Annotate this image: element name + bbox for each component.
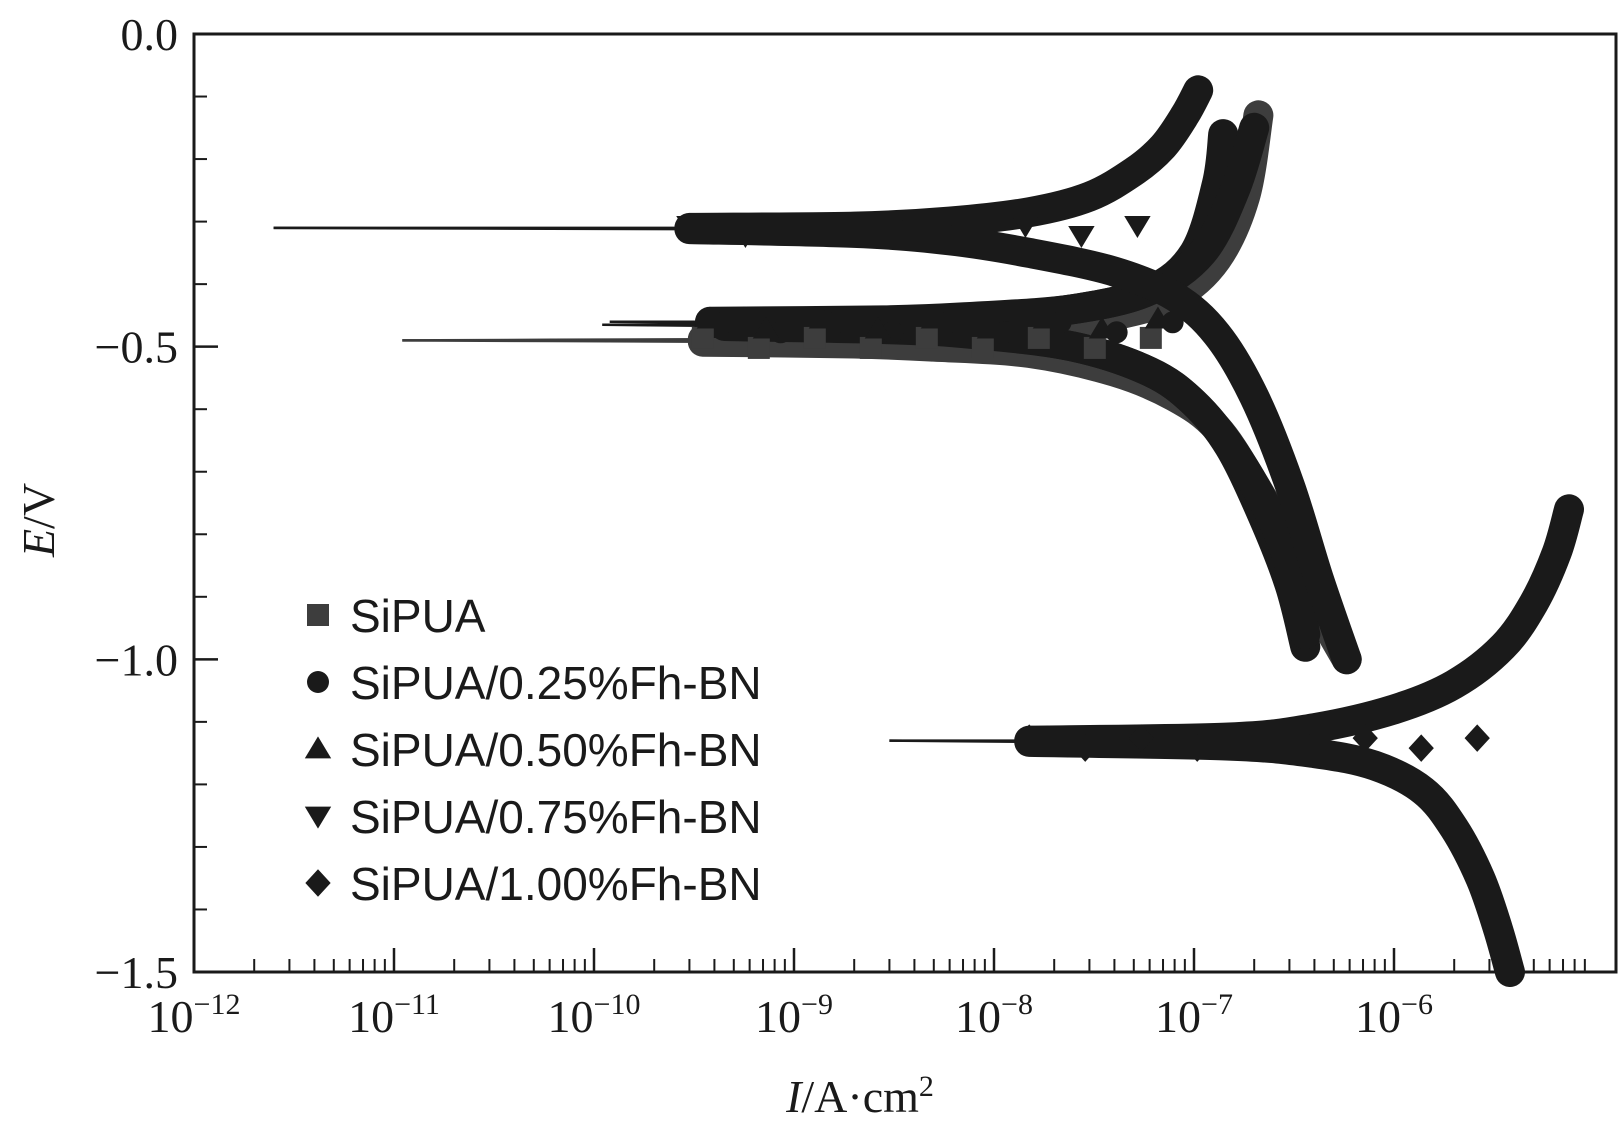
legend-label-sipua-0-50-fh-bn: SiPUA/0.50%Fh-BN [350,724,762,776]
x-tick-exponent: −9 [801,988,833,1021]
x-axis-title-unit: /A·cm [801,1071,919,1122]
sipua-0-75-fh-bn-marker [732,226,759,249]
sipua-0-50-fh-bn-marker [1088,316,1116,339]
x-tick-base: 10 [348,991,394,1042]
sipua-1-00-fh-bn-marker [1016,724,1042,752]
y-axis-title-symbol: E [13,529,64,558]
sipua-0-50-fh-bn-marker [920,306,948,329]
sipua-marker [1139,326,1162,349]
x-tick-label: 10−6 [1355,988,1433,1042]
sipua-0-50-fh-bn-marker [1144,306,1172,329]
x-tick-exponent: −12 [194,988,241,1021]
x-tick-label: 10−8 [955,988,1033,1042]
sipua-1-00-fh-bn-marker [1296,734,1322,762]
x-tick-exponent: −6 [1401,988,1433,1021]
x-axis-title: I/A·cm2 [785,1070,934,1122]
sipua-0-50-fh-bn-marker [1032,306,1060,329]
legend-marker-sipua [307,604,329,626]
sipua-0-75-fh-bn-marker [1068,226,1095,249]
sipua-1-00-fh-bn-marker [1128,724,1154,752]
y-tick-label: −0.5 [95,322,178,373]
x-axis: 10−12 10−11 10−10 10−9 10−8 10−7 10−6 [148,948,1586,1042]
x-tick-base: 10 [955,991,1001,1042]
sipua-0-75-fh-bn-marker [844,226,871,249]
sipua-1-00-fh-bn-marker [1240,724,1266,752]
x-axis-title-exponent: 2 [919,1070,934,1103]
sipua-0-50-fh-bn-marker [976,316,1004,339]
sipua-0-50-fh-bn-marker [808,306,836,329]
legend-marker-sipua-1-00-fh-bn [305,869,331,897]
sipua-1-00-fh-bn-cathodic-curve [1014,726,1525,987]
sipua-0-75-fh-bn-marker [1012,216,1039,239]
x-tick-exponent: −8 [1001,988,1033,1021]
x-tick-exponent: −11 [394,988,440,1021]
sipua-marker [691,326,714,349]
x-tick-base: 10 [148,991,194,1042]
x-tick-base: 10 [548,991,594,1042]
sipua-0-50-fh-bn-marker [864,316,892,339]
legend-label-sipua-0-25-fh-bn: SiPUA/0.25%Fh-BN [350,657,762,709]
sipua-0-50-fh-bn-cathodic-baseline [609,320,711,325]
sipua-0-75-fh-bn-cathodic-baseline [273,226,690,231]
x-tick-base: 10 [1355,991,1401,1042]
series-markers [676,216,1490,762]
sipua-0-75-fh-bn-marker [676,216,703,239]
sipua-marker [747,336,770,359]
legend-marker-sipua-0-50-fh-bn [304,736,332,759]
plot-frame [192,32,1618,974]
sipua-1-00-fh-bn-marker [1408,734,1434,762]
x-tick-exponent: −10 [594,988,641,1021]
sipua-1-00-fh-bn-marker [1184,734,1210,762]
sipua-1-00-fh-bn-marker [1464,724,1490,752]
y-tick-label: −1.0 [95,634,178,685]
sipua-1-00-fh-bn-marker [1352,724,1378,752]
legend-label-sipua-0-75-fh-bn: SiPUA/0.75%Fh-BN [350,791,762,843]
sipua-0-75-fh-bn-marker [956,226,983,249]
y-axis-title: E/V [13,483,64,558]
sipua-marker [971,336,994,359]
sipua-cathodic-baseline [402,339,703,343]
sipua-1-00-fh-bn-cathodic-baseline [889,739,1030,744]
x-tick-label: 10−7 [1155,988,1233,1042]
y-tick-label: −1.5 [95,947,178,998]
sipua-0-75-fh-bn-marker [788,216,815,239]
x-tick-base: 10 [755,991,801,1042]
sipua-0-50-fh-bn-marker [696,306,724,329]
legend-marker-sipua-0-75-fh-bn [304,806,332,829]
x-axis-title-symbol: I [785,1071,804,1122]
sipua-1-00-fh-bn-marker [1072,734,1098,762]
sipua-marker [915,326,938,349]
sipua-0-50-fh-bn-cathodic-curve [695,307,1321,650]
sipua-marker [859,336,882,359]
y-axis: 0.0 −0.5 −1.0 −1.5 [95,9,218,998]
legend: SiPUA SiPUA/0.25%Fh-BN SiPUA/0.50%Fh-BN SiP… [304,590,762,910]
sipua-0-75-fh-bn-cathodic-curve [674,214,1362,675]
sipua-0-50-fh-bn-marker [752,316,780,339]
sipua-marker [803,326,826,349]
sipua-0-75-fh-bn-marker [900,216,927,239]
sipua-0-75-fh-bn-marker [1124,216,1151,239]
x-tick-label: 10−11 [348,988,440,1042]
sipua-marker [1027,326,1050,349]
legend-label-sipua-1-00-fh-bn: SiPUA/1.00%Fh-BN [350,858,762,910]
legend-label-sipua: SiPUA [350,590,486,642]
y-axis-title-unit: /V [13,483,64,529]
x-tick-exponent: −7 [1201,988,1233,1021]
legend-marker-sipua-0-25-fh-bn [307,671,329,693]
sipua-0-75-fh-bn-anodic-curve [674,75,1214,243]
x-tick-base: 10 [1155,991,1201,1042]
x-tick-label: 10−10 [548,988,641,1042]
x-tick-label: 10−9 [755,988,833,1042]
sipua-0-25-fh-bn-cathodic-curve [709,311,1321,662]
x-tick-label: 10−12 [148,988,241,1042]
y-tick-label: 0.0 [121,9,179,60]
sipua-marker [1083,336,1106,359]
